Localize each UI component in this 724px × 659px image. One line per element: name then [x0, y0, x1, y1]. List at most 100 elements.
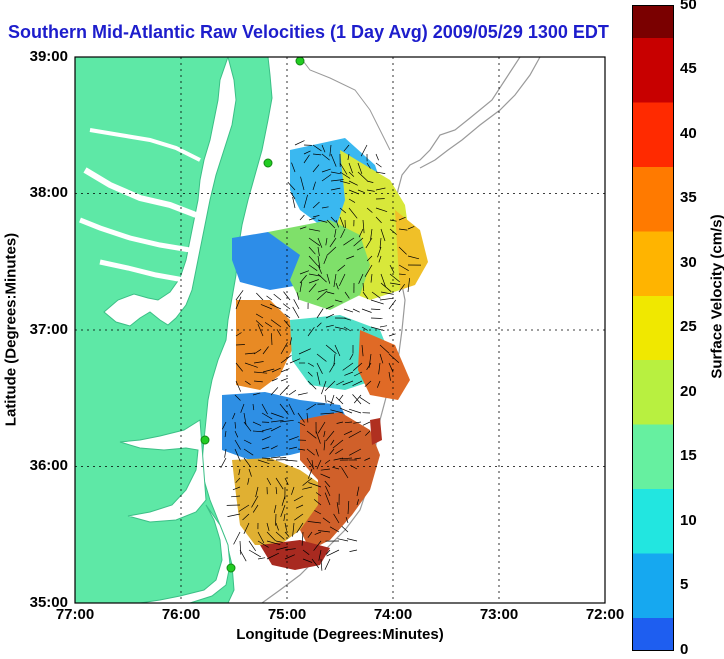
velocity-arrow — [329, 144, 332, 157]
velocity-arrow — [336, 380, 345, 386]
velocity-arrow — [342, 457, 353, 460]
colorbar-tick: 5 — [680, 576, 689, 593]
radar-station[interactable] — [200, 435, 210, 445]
velocity-arrow — [343, 430, 353, 436]
velocity-arrow — [306, 412, 309, 423]
velocity-arrow — [344, 291, 350, 299]
velocity-arrow — [340, 228, 346, 239]
velocity-arrow — [307, 531, 313, 538]
x-tick-label: 73:00 — [479, 606, 519, 623]
velocity-arrow — [324, 492, 331, 506]
x-tick-label: 76:00 — [161, 606, 201, 623]
velocity-arrow — [261, 446, 270, 450]
velocity-arrow — [325, 305, 334, 310]
velocity-arrow — [243, 421, 252, 432]
pamlico-sound — [139, 504, 231, 603]
velocity-arrow — [364, 380, 372, 387]
velocity-arrow — [357, 171, 368, 182]
velocity-arrow — [335, 448, 344, 455]
velocity-arrow — [329, 448, 335, 455]
velocity-arrow — [262, 346, 269, 355]
velocity-arrow — [379, 353, 384, 364]
radar-station[interactable] — [226, 563, 236, 573]
velocity-arrow — [295, 504, 304, 509]
x-tick-label: 72:00 — [585, 606, 625, 623]
velocity-arrow — [349, 448, 362, 456]
velocity-arrow — [227, 513, 241, 517]
velocity-arrow — [275, 477, 284, 490]
velocity-arrow — [299, 274, 307, 284]
velocity-arrow — [240, 403, 245, 413]
velocity-arrow — [266, 552, 279, 560]
velocity-arrow — [330, 394, 335, 406]
velocity-arrow — [243, 448, 254, 456]
velocity-arrow — [366, 255, 373, 262]
velocity-arrow — [371, 291, 381, 299]
velocity-arrow — [324, 558, 331, 570]
velocity-arrow — [233, 531, 241, 545]
velocity-arrow — [316, 362, 323, 374]
velocity-arrow — [336, 502, 340, 515]
velocity-arrow — [330, 216, 337, 223]
velocity-arrow — [308, 482, 322, 488]
velocity-arrow — [366, 162, 371, 169]
velocity-arrow — [252, 504, 259, 513]
colorbar-tick: 15 — [680, 447, 697, 464]
velocity-arrow — [264, 322, 273, 328]
velocity-arrow — [255, 313, 264, 319]
velocity-arrow — [280, 377, 288, 382]
velocity-arrow — [255, 486, 259, 498]
velocity-arrow — [326, 246, 337, 256]
velocity-arrow — [339, 207, 347, 214]
velocity-arrow — [375, 207, 388, 213]
velocity-arrow — [244, 362, 258, 368]
velocity-arrow — [321, 153, 330, 161]
velocity-arrow — [292, 306, 300, 319]
velocity-arrow — [291, 486, 295, 495]
velocity-arrow — [252, 403, 255, 411]
radar-station[interactable] — [295, 57, 305, 66]
velocity-arrow — [302, 477, 313, 486]
velocity-arrow — [284, 531, 290, 537]
velocity-arrow — [317, 246, 320, 257]
velocity-arrow — [358, 273, 364, 284]
velocity-arrow — [260, 304, 273, 310]
velocity-arrow — [301, 531, 304, 546]
velocity-arrow — [297, 412, 305, 423]
velocity-arrow — [338, 394, 344, 401]
velocity-arrow — [266, 295, 273, 301]
velocity-arrow — [257, 557, 266, 560]
velocity-arrow — [312, 164, 320, 173]
velocity-arrow — [323, 255, 328, 265]
velocity-field — [222, 138, 428, 570]
velocity-arrow — [353, 371, 363, 377]
velocity-arrow — [294, 513, 304, 521]
velocity-arrow — [238, 504, 250, 512]
radar-station[interactable] — [263, 158, 273, 168]
colorbar-tick: 20 — [680, 383, 697, 400]
velocity-arrow — [343, 326, 352, 332]
velocity-arrow — [317, 237, 323, 248]
velocity-arrow — [232, 486, 241, 491]
velocity-arrow — [407, 278, 410, 293]
velocity-arrow — [308, 237, 321, 246]
velocity-arrow — [325, 549, 331, 555]
velocity-arrow — [288, 436, 299, 441]
velocity-arrow — [307, 521, 322, 524]
x-tick-label: 74:00 — [373, 606, 413, 623]
velocity-arrow — [357, 162, 363, 175]
velocity-arrow — [244, 352, 256, 355]
velocity-arrow — [348, 180, 358, 186]
velocity-arrow — [270, 445, 278, 450]
velocity-arrow — [297, 421, 306, 427]
velocity-arrow — [333, 273, 337, 288]
velocity-arrow — [314, 510, 322, 515]
velocity-arrow — [325, 430, 335, 442]
velocity-arrow — [348, 198, 356, 203]
velocity-arrow — [339, 407, 353, 414]
velocity-arrow — [326, 273, 331, 284]
velocity-arrow — [334, 299, 343, 303]
velocity-arrow — [283, 319, 291, 328]
colorbar-tick: 30 — [680, 254, 697, 271]
